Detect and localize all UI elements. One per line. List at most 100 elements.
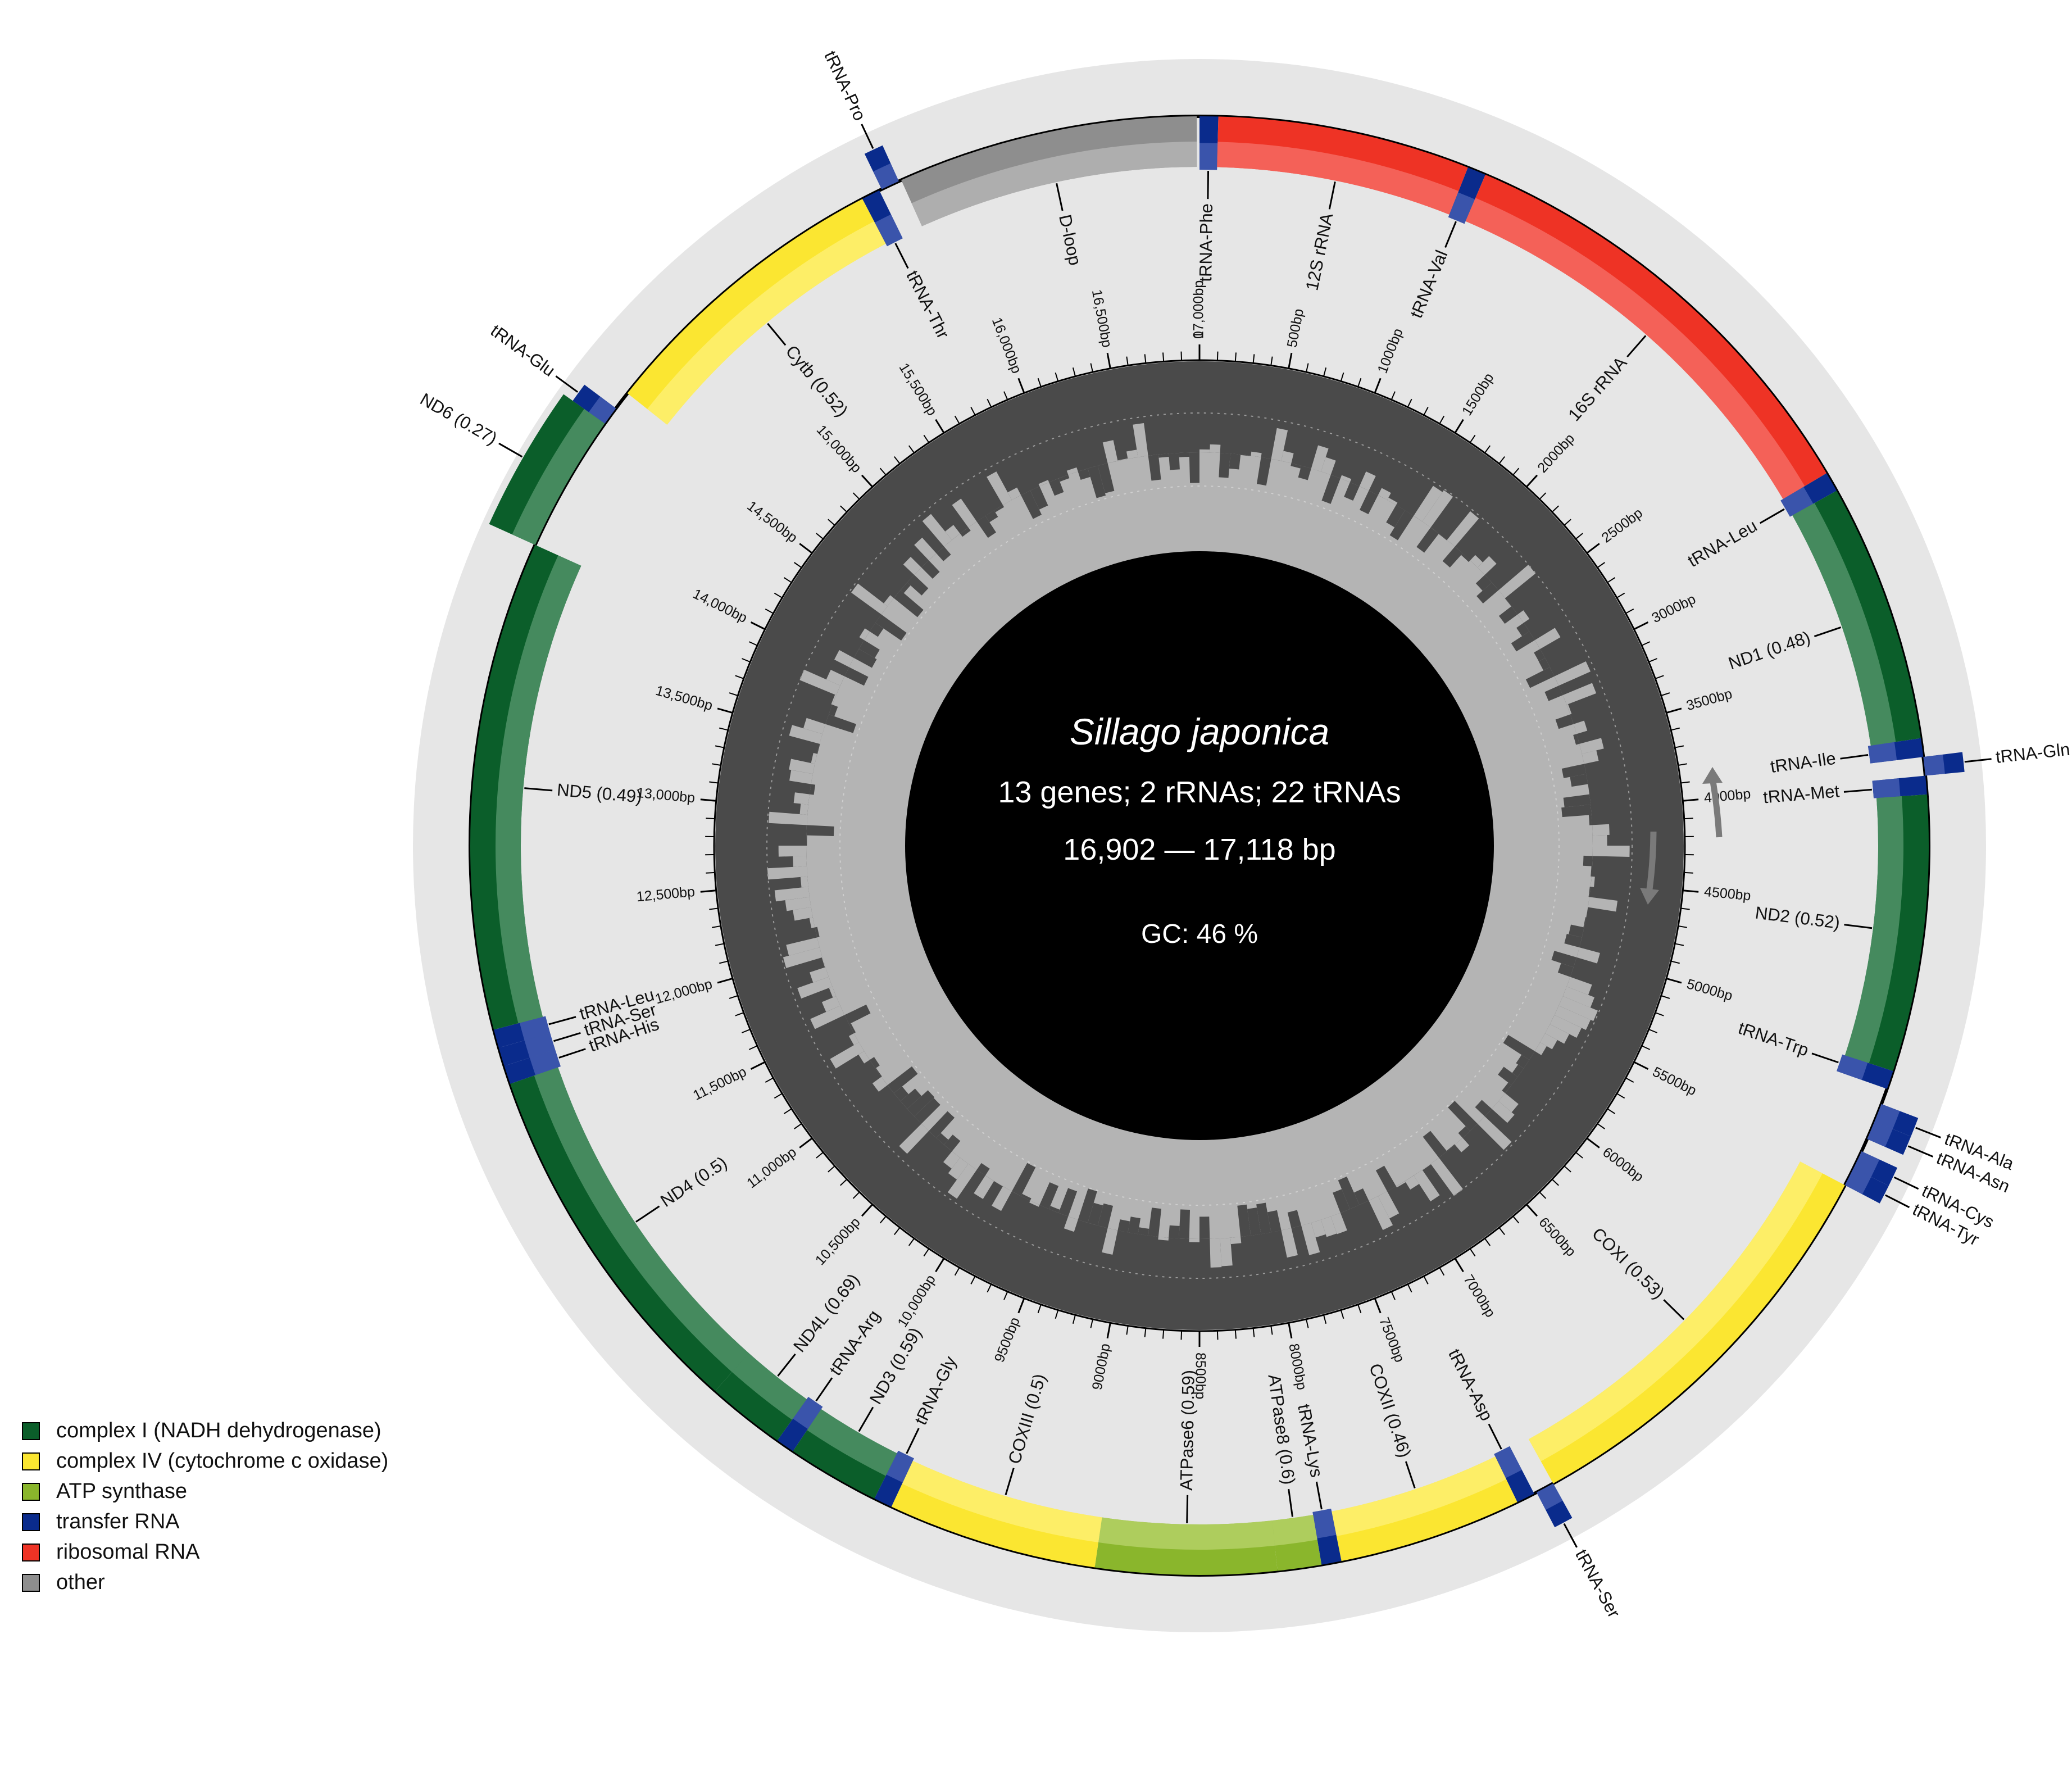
feature-trna-pro-36-label: tRNA-Pro — [820, 48, 870, 124]
gc-bar — [1038, 480, 1049, 487]
gene-features — [470, 116, 1965, 1576]
gc-bar — [844, 667, 869, 686]
gc-bar — [859, 628, 870, 641]
feature-trna-ser-29-tint — [524, 1033, 556, 1058]
scale-tick — [1586, 1137, 1600, 1149]
scale-tick — [1661, 692, 1670, 696]
scale-tick — [1090, 363, 1093, 373]
scale-tick — [1648, 658, 1657, 662]
feature-cytb-0-52-34-leader — [767, 323, 787, 346]
scale-tick — [1597, 1123, 1605, 1129]
gc-bar — [1534, 1042, 1547, 1055]
scale-tick — [1525, 474, 1538, 488]
scale-tick — [1661, 995, 1670, 999]
scale-tick — [1162, 1329, 1165, 1339]
gc-bar — [1030, 486, 1048, 510]
gc-bar — [806, 825, 834, 836]
gc-bar — [1241, 454, 1251, 456]
gc-bar — [1561, 764, 1587, 778]
gc-bar — [809, 784, 816, 795]
gc-bar — [1117, 458, 1128, 461]
scale-tick — [1484, 1238, 1491, 1246]
gc-bar — [858, 1051, 870, 1064]
gc-bar — [1592, 824, 1610, 836]
scale-tick — [709, 907, 719, 910]
scale-tick — [1252, 354, 1255, 364]
gc-percent: GC: 46 % — [1141, 919, 1258, 949]
scale-tick — [935, 1258, 945, 1273]
legend-swatch-other — [22, 1574, 40, 1592]
scale-tick — [828, 519, 835, 526]
scale-tick — [1072, 1314, 1076, 1324]
feature-trna-lys-19-leader — [1315, 1481, 1323, 1510]
feature-d-loop-37-tint — [911, 142, 1197, 226]
gc-bar — [1573, 720, 1588, 734]
gc-bar — [1029, 1200, 1040, 1207]
gc-bar — [1477, 1116, 1512, 1150]
gc-bar — [952, 498, 977, 528]
scale-tick — [1666, 978, 1682, 984]
scale-tick — [1323, 367, 1327, 377]
feature-trna-leu-4-tint — [1780, 487, 1814, 517]
gc-bar — [1210, 444, 1221, 453]
scale-tick — [1678, 925, 1688, 928]
gc-bar — [825, 714, 856, 733]
feature-trna-val-2-leader — [1444, 221, 1457, 248]
feature-coxiii-0-5-22-tint — [902, 1460, 1102, 1543]
gc-bar — [1011, 1163, 1036, 1196]
scale-tick — [954, 415, 960, 424]
feature-coxiii-0-5-22-leader — [1005, 1468, 1015, 1496]
scale-tick — [1675, 943, 1684, 946]
gc-bar — [1078, 1188, 1097, 1223]
scale-tick — [1564, 1165, 1571, 1173]
feature-nd1-0-48-5-leader — [1814, 627, 1842, 637]
feature-trna-trp-10-tint — [1837, 1054, 1868, 1081]
gc-bar — [900, 582, 911, 593]
scale-tick — [1539, 1191, 1547, 1199]
gc-bar — [1562, 683, 1597, 705]
feature-trna-cys-13-tint — [1853, 1151, 1880, 1177]
gc-bar — [1058, 1188, 1078, 1216]
gc-bar — [1557, 963, 1574, 977]
scale-tick — [1484, 445, 1491, 453]
gc-bar — [900, 1088, 922, 1109]
scale-tick — [750, 1061, 766, 1070]
gc-bar — [1416, 527, 1439, 553]
gc-bar — [1592, 835, 1607, 846]
scale-tick — [1340, 1310, 1344, 1319]
scale-tick — [1525, 1204, 1538, 1217]
scale-tick — [1306, 363, 1309, 373]
gc-bar — [1561, 804, 1592, 818]
gc-bar — [1311, 445, 1329, 472]
legend-label-rrna: ribosomal RNA — [56, 1540, 200, 1564]
scale-tick — [1641, 641, 1651, 646]
gc-bar — [921, 560, 940, 579]
feature-trna-ala-11-leader — [1915, 1127, 1941, 1138]
feature-trna-his-28-leader — [558, 1048, 586, 1059]
gc-bar — [1389, 510, 1414, 541]
arrow-down-head-icon — [1640, 888, 1659, 905]
gc-bar — [1247, 1208, 1261, 1236]
scale-tick — [1216, 1331, 1219, 1340]
gc-bar — [1414, 1169, 1440, 1202]
scale-tick — [840, 1179, 848, 1186]
scale-tick — [706, 818, 715, 820]
gc-bar — [797, 977, 833, 999]
feature-trna-gln-7-tint — [1923, 754, 1945, 776]
gc-bar — [943, 1151, 960, 1169]
gc-bar — [1448, 1101, 1478, 1131]
gc-bar — [1455, 1138, 1470, 1152]
gc-bar — [1148, 454, 1161, 481]
gc-bar — [1583, 917, 1587, 928]
gc-bar — [1311, 1219, 1326, 1238]
scale-tick — [816, 1152, 824, 1159]
scale-tick — [742, 1029, 751, 1033]
gc-bar — [1538, 657, 1550, 671]
scale-tick — [1586, 543, 1600, 554]
gc-bar — [1333, 1189, 1350, 1213]
scale-tick — [1678, 763, 1688, 766]
scale-tick — [700, 798, 716, 802]
scale-tick — [1454, 419, 1464, 434]
gc-bar — [1555, 714, 1574, 729]
gc-bar — [809, 917, 815, 928]
